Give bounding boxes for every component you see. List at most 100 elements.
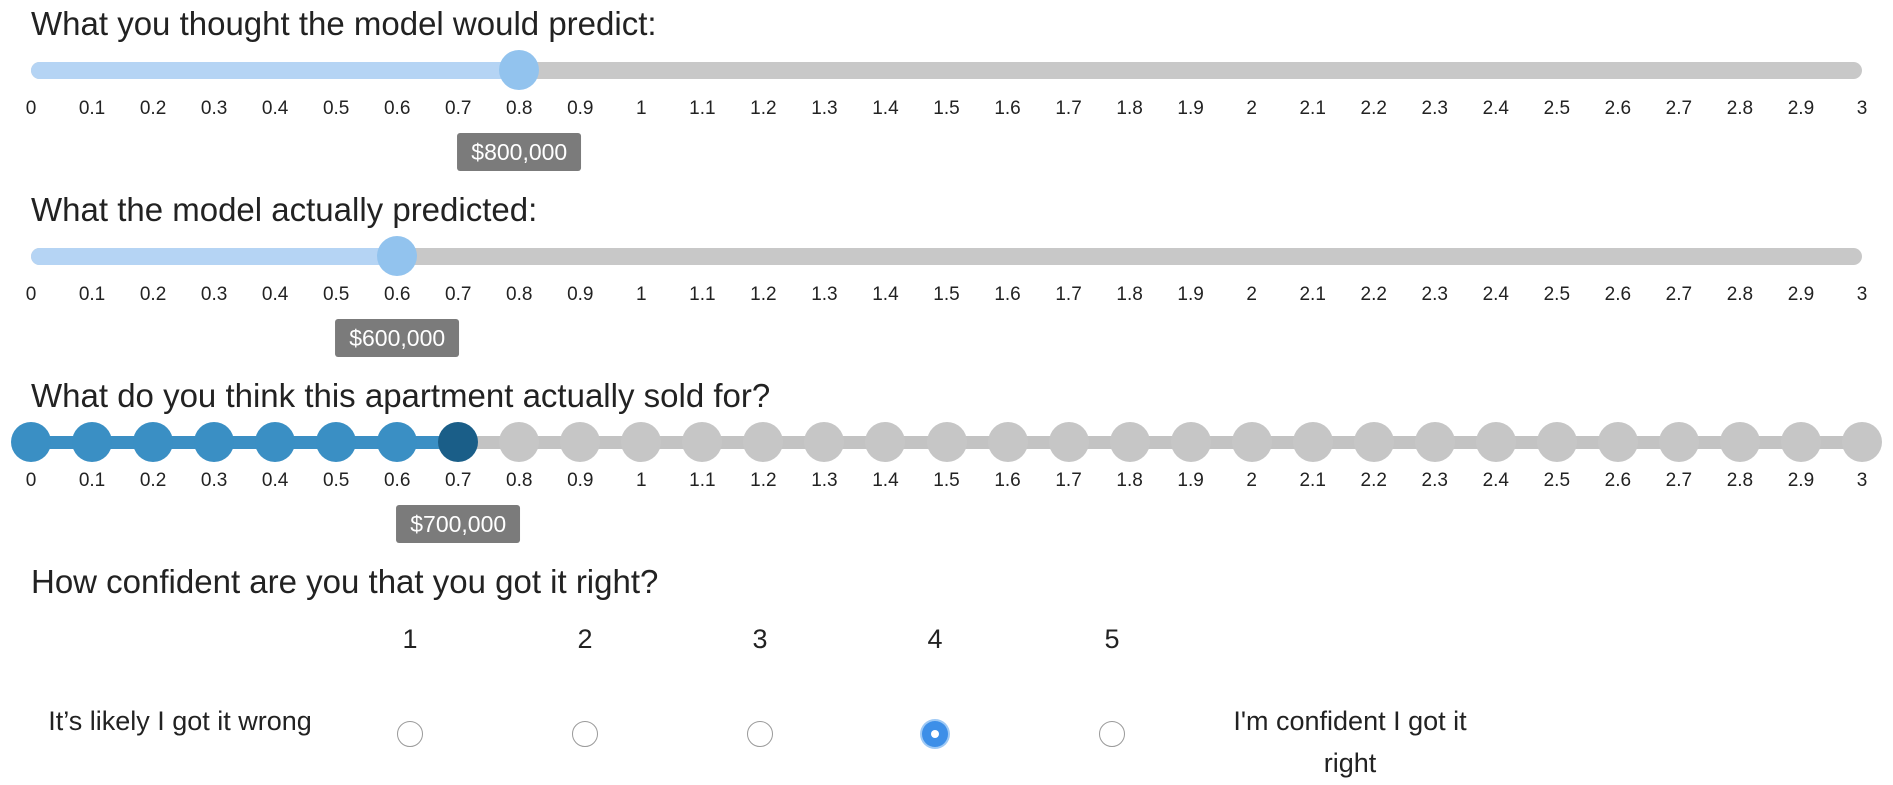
slider-tick-label: 1.2 (750, 284, 777, 305)
slider-tick-label: 0 (25, 98, 37, 119)
slider-step-dot[interactable] (1109, 422, 1150, 462)
slider-tick-label: 2.4 (1482, 98, 1510, 119)
slider-tick-label: 1 (636, 470, 647, 491)
slider-step-dot[interactable] (1414, 422, 1455, 462)
slider-step-dot[interactable] (499, 422, 540, 462)
sale-price-slider[interactable]: 0 0.1 0.2 0.3 0.4 0.5 0.6 0.7 0.8 0.9 1 1.1 1.2 1.3 1.… (11, 422, 1882, 543)
slider-step-dot[interactable] (987, 422, 1028, 462)
confidence-radio-3[interactable] (747, 721, 773, 747)
slider-tick-label: 2.2 (1360, 98, 1387, 119)
slider-tick-label: 2.1 (1299, 470, 1326, 491)
slider-tick-label: 0.2 (139, 470, 167, 491)
confidence-radio-1[interactable] (397, 721, 423, 747)
slider-tick-label: 0.5 (322, 98, 350, 119)
slider-step-dot[interactable] (316, 422, 357, 462)
slider-tick-label: 2.6 (1604, 284, 1632, 305)
confidence-option-label: 4 (927, 624, 943, 654)
slider-tick-label: 0.8 (506, 470, 533, 491)
slider-step-dot[interactable] (1658, 422, 1699, 462)
slider-step-dot[interactable] (1842, 422, 1882, 462)
slider-tick-label: 2.6 (1604, 470, 1632, 491)
question-sale-price: What do you think this apartment actuall… (31, 377, 771, 414)
slider-tick-label: 1.7 (1055, 98, 1082, 119)
slider-tick-label: 1 (636, 284, 647, 305)
slider-step-dot[interactable] (377, 422, 418, 462)
slider-step-dot[interactable] (1780, 422, 1821, 462)
slider-tick-label: 3 (1856, 470, 1868, 491)
confidence-low-label: It’s likely I got it wrong (48, 706, 312, 736)
slider-tick-label: 0.3 (200, 470, 228, 491)
slider-step-dot[interactable] (1292, 422, 1333, 462)
confidence-radio-4[interactable] (922, 721, 948, 747)
slider-tick-label: 1.3 (811, 284, 838, 305)
slider-tick-label: 0.7 (445, 470, 472, 491)
model-guess-slider[interactable]: 0 0.1 0.2 0.3 0.4 0.5 0.6 0.7 0.8 0.9 1 1.1 1.2 1.3 1.… (26, 50, 1868, 171)
slider-tick-label: 0.7 (445, 284, 472, 305)
slider-step-dot[interactable] (1719, 422, 1760, 462)
slider-tick-label: 3 (1856, 98, 1868, 119)
slider-tick-label: 2 (1246, 284, 1257, 305)
slider-track[interactable] (31, 248, 1862, 265)
slider-step-dot[interactable] (133, 422, 174, 462)
slider-tick-label: 2.5 (1543, 98, 1571, 119)
slider-step-dot[interactable] (621, 422, 662, 462)
slider-tick-label: 0.4 (261, 284, 289, 305)
slider-step-dot[interactable] (804, 422, 845, 462)
slider-step-dot[interactable] (1536, 422, 1577, 462)
question-model-actual: What the model actually predicted: (31, 191, 538, 228)
slider-handle[interactable] (499, 50, 540, 90)
slider-step-dot[interactable] (1231, 422, 1272, 462)
slider-value-tooltip: $800,000 (457, 133, 582, 171)
slider-step-dot[interactable] (682, 422, 723, 462)
slider-tick-label: 2.4 (1482, 470, 1510, 491)
slider-tick-label: 0.3 (200, 284, 228, 305)
slider-tick-label: 0.1 (78, 470, 106, 491)
slider-tick-label: 2.7 (1665, 284, 1693, 305)
slider-value-tooltip: $600,000 (335, 319, 460, 357)
slider-step-dot[interactable] (255, 422, 296, 462)
slider-tick-label: 2 (1246, 98, 1257, 119)
slider-tick-label: 1.8 (1116, 470, 1143, 491)
slider-tick-label: 1.6 (994, 98, 1021, 119)
slider-step-dot[interactable] (743, 422, 784, 462)
slider-tick-label: 1.6 (994, 470, 1021, 491)
confidence-radio-5[interactable] (1099, 721, 1125, 747)
slider-step-dot[interactable] (194, 422, 235, 462)
slider-tick-label: 2.8 (1726, 98, 1754, 119)
slider-step-dot[interactable] (865, 422, 906, 462)
confidence-radio-2[interactable] (572, 721, 598, 747)
slider-tick-label: 2.6 (1604, 98, 1632, 119)
slider-tick-label: 2.1 (1299, 284, 1326, 305)
slider-tick-label: 0.5 (322, 470, 350, 491)
slider-step-dot[interactable] (560, 422, 601, 462)
slider-tick-labels: 0 0.1 0.2 0.3 0.4 0.5 0.6 0.7 0.8 0.9 1 1.1 1.2 1.3 1.… (26, 470, 1868, 494)
slider-tick-label: 2.9 (1787, 98, 1815, 119)
slider-fill (31, 248, 398, 265)
slider-tick-label: 1.4 (872, 284, 899, 305)
slider-tick-label: 1.7 (1055, 284, 1082, 305)
slider-step-dot[interactable] (926, 422, 967, 462)
confidence-scale: It’s likely I got it wrong I'm confident… (0, 620, 1893, 785)
slider-step-dot[interactable] (1353, 422, 1394, 462)
slider-tick-label: 1.2 (750, 470, 777, 491)
slider-tick-label: 2.2 (1360, 470, 1387, 491)
slider-tick-label: 2.5 (1543, 470, 1571, 491)
slider-step-dot[interactable] (11, 422, 51, 462)
slider-step-dot[interactable] (1170, 422, 1211, 462)
model-actual-slider[interactable]: 0 0.1 0.2 0.3 0.4 0.5 0.6 0.7 0.8 0.9 1 1.1 1.2 1.3 1.… (26, 236, 1868, 357)
slider-tick-labels: 0 0.1 0.2 0.3 0.4 0.5 0.6 0.7 0.8 0.9 1 1.1 1.2 1.3 1.… (26, 98, 1868, 122)
slider-tick-label: 0.4 (261, 98, 289, 119)
slider-step-dot[interactable] (72, 422, 113, 462)
slider-step-dot[interactable] (1597, 422, 1638, 462)
slider-handle[interactable] (377, 236, 418, 276)
slider-step-dot[interactable] (1475, 422, 1516, 462)
question-confidence: How confident are you that you got it ri… (31, 563, 659, 600)
slider-step-dot[interactable] (438, 422, 479, 462)
slider-tick-label: 2.4 (1482, 284, 1510, 305)
slider-tick-label: 0.9 (567, 284, 594, 305)
slider-step-dot[interactable] (1048, 422, 1089, 462)
slider-tick-labels: 0 0.1 0.2 0.3 0.4 0.5 0.6 0.7 0.8 0.9 1 1.1 1.2 1.3 1.… (26, 284, 1868, 308)
slider-tick-label: 1.4 (872, 98, 899, 119)
slider-tick-label: 2.8 (1726, 284, 1754, 305)
